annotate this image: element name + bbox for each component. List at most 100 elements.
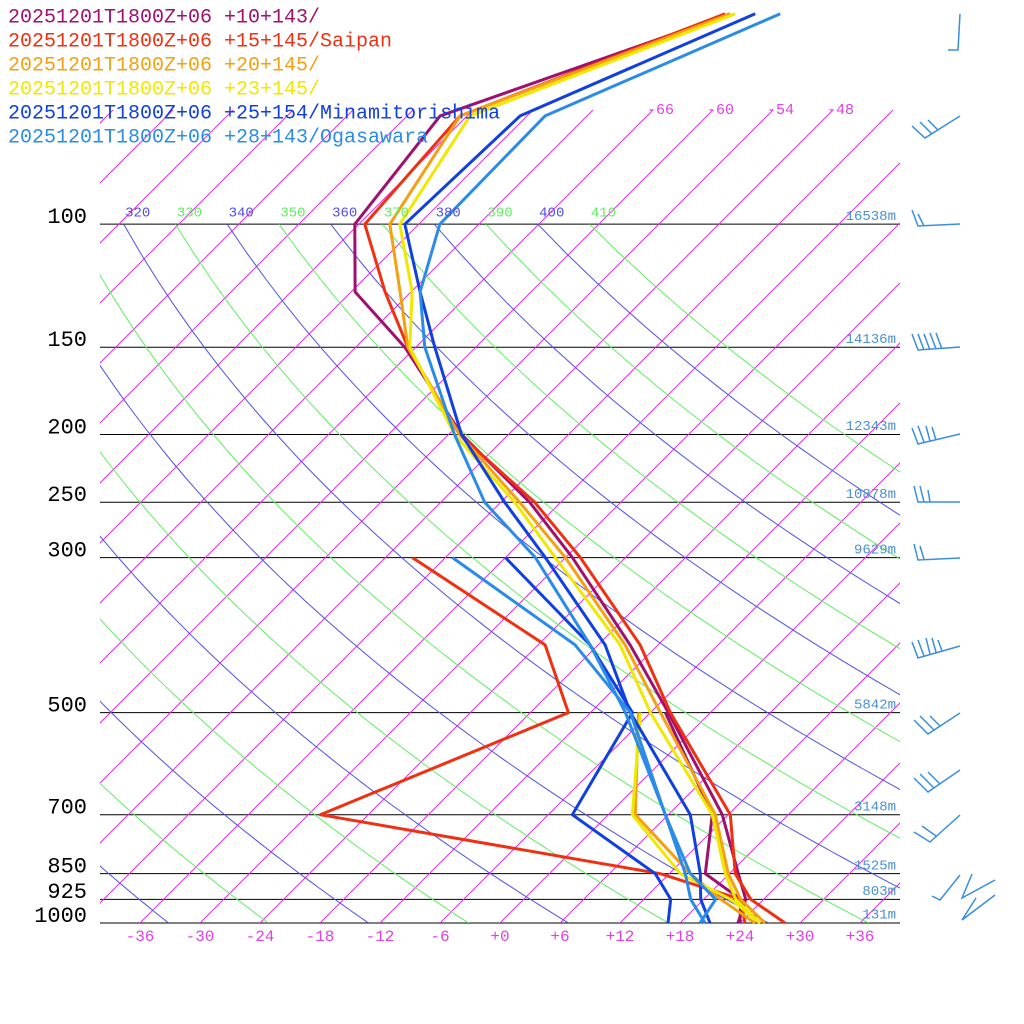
isotherm	[499, 522, 900, 923]
x-tick-label: +24	[726, 928, 755, 946]
isotherm	[100, 110, 714, 724]
isotherm	[259, 282, 900, 923]
x-tick-label: -30	[186, 928, 215, 946]
y-tick-label: 925	[47, 880, 87, 905]
dry-adiabats	[100, 224, 900, 923]
isotherm	[739, 762, 900, 923]
x-tick-label: -12	[366, 928, 395, 946]
temperature-line	[353, 12, 748, 924]
x-tick-label: +18	[666, 928, 695, 946]
dry-adiabat-label: 400	[539, 206, 564, 222]
isotherm	[100, 110, 894, 904]
isotherm	[619, 642, 900, 923]
temperature-line	[363, 12, 786, 925]
isotherm	[100, 110, 234, 244]
dry-adiabat	[100, 451, 669, 923]
isotherm	[100, 110, 354, 364]
isotherm	[139, 162, 900, 923]
y-tick-label: 300	[47, 538, 87, 563]
dry-adiabat-label: 340	[229, 206, 254, 222]
x-tick-label: -36	[126, 928, 155, 946]
wind-barb	[911, 209, 961, 227]
temperature-line	[388, 12, 767, 925]
isotherm	[799, 822, 900, 923]
height-label: 5842m	[854, 697, 896, 713]
isotherm	[199, 222, 900, 923]
dry-adiabat	[100, 535, 569, 923]
y-tick-label: 150	[47, 328, 87, 353]
x-tick-label: +30	[786, 928, 815, 946]
dry-adiabat-label: 330	[177, 206, 202, 222]
height-label: 131m	[862, 908, 896, 924]
height-label: 3148m	[854, 799, 896, 815]
isotherm	[319, 342, 900, 923]
height-label: 803m	[862, 884, 896, 900]
grid	[100, 223, 900, 924]
dry-adiabat	[537, 224, 900, 516]
y-tick-label: 100	[47, 205, 87, 230]
labels: -66 -60 -54 -48 320 330 340 350 360 370 380 390 400 4…	[8, 6, 896, 946]
wind-barb	[931, 874, 961, 901]
isotherm	[679, 702, 900, 923]
wind-barbs	[911, 13, 996, 921]
y-tick-label: 250	[47, 483, 87, 508]
temperature-line	[403, 12, 756, 924]
dry-adiabat-label: 390	[487, 206, 512, 222]
isotherm	[100, 110, 174, 184]
height-label: 10878m	[846, 487, 896, 503]
legend-entry: 20251201T1800Z+06 +10+143/	[8, 6, 320, 29]
isotherm	[100, 110, 474, 484]
y-tick-label: 500	[47, 693, 87, 718]
isotherm	[439, 462, 900, 923]
wind-barb	[948, 13, 961, 51]
y-tick-label: 1000	[34, 904, 87, 929]
dry-adiabat	[100, 865, 169, 923]
dry-adiabat	[382, 224, 900, 650]
height-label: 14136m	[846, 332, 896, 348]
height-label: 9629m	[854, 542, 896, 558]
height-label: 16538m	[846, 209, 896, 225]
wind-barb	[913, 814, 961, 843]
isotherm	[100, 110, 414, 424]
dry-adiabat-label: 370	[384, 206, 409, 222]
dry-adiabat	[100, 782, 269, 923]
x-tick-label: +12	[606, 928, 635, 946]
wind-barb	[911, 637, 961, 659]
wind-barb	[911, 332, 961, 351]
soundings	[318, 12, 786, 925]
x-tick-label: -24	[246, 928, 275, 946]
wind-barb	[913, 769, 961, 793]
isotherm	[100, 110, 534, 544]
legend-entry: 20251201T1800Z+06 +20+145/	[8, 54, 320, 77]
y-tick-label: 850	[47, 854, 87, 879]
isotherm	[100, 110, 594, 604]
x-tick-label: +6	[550, 928, 569, 946]
temperature-line	[418, 12, 781, 924]
wind-barb	[911, 115, 961, 139]
dry-adiabat	[174, 224, 900, 839]
isotherm	[100, 110, 294, 304]
dry-adiabat	[100, 274, 869, 923]
dry-adiabat-label: 360	[332, 206, 357, 222]
y-tick-label: 200	[47, 415, 87, 440]
wind-barb	[911, 425, 961, 445]
wind-barb	[913, 485, 960, 503]
isotherm-label: -60	[707, 102, 734, 119]
isotherm-label: -48	[827, 102, 854, 119]
x-tick-label: +0	[490, 928, 509, 946]
isotherm-label: -66	[647, 102, 674, 119]
isotherm	[559, 582, 900, 923]
dry-adiabat	[100, 700, 369, 923]
wind-barb	[913, 543, 961, 561]
dry-adiabat	[278, 224, 900, 743]
dry-adiabat	[433, 224, 900, 605]
legend-entry: 20251201T1800Z+06 +28+143/Ogasawara	[8, 126, 428, 149]
dry-adiabat-label: 350	[280, 206, 305, 222]
wind-barb	[913, 712, 961, 735]
legend-entry: 20251201T1800Z+06 +15+145/Saipan	[8, 30, 392, 53]
isotherm-label: -54	[767, 102, 794, 119]
isotherm	[100, 110, 774, 784]
isotherm	[379, 402, 900, 923]
